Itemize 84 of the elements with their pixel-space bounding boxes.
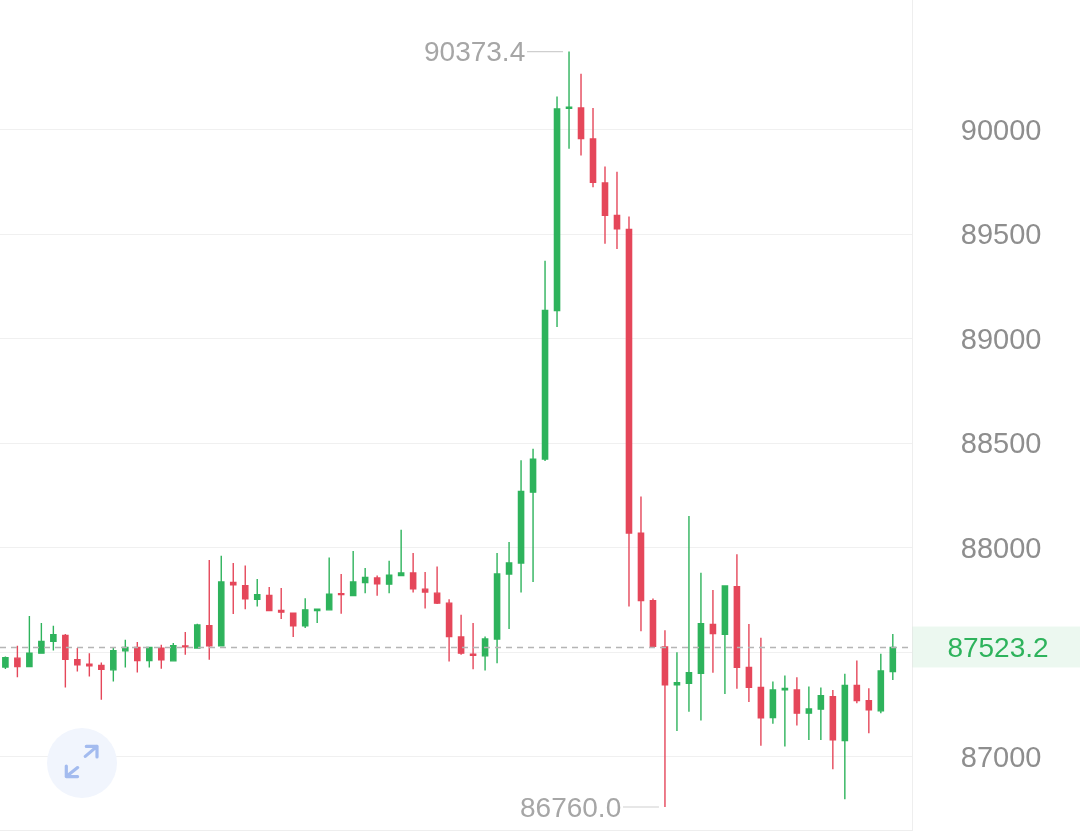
candlestick — [146, 646, 153, 669]
candlestick — [98, 661, 105, 701]
candlestick — [301, 597, 309, 629]
candlestick — [553, 95, 561, 328]
candlestick — [865, 687, 873, 734]
candlestick — [853, 659, 861, 704]
y-tick-label: 87000 — [960, 740, 1042, 773]
candlestick — [277, 587, 285, 620]
candlestick — [373, 574, 381, 597]
candlestick — [50, 625, 57, 652]
candlestick — [241, 564, 249, 610]
candlestick — [613, 171, 621, 250]
candlestick — [74, 647, 81, 673]
candlestick — [193, 623, 201, 650]
candlestick — [2, 655, 9, 670]
candlestick — [181, 631, 189, 656]
candlestick — [841, 673, 849, 800]
candlestick — [86, 652, 93, 678]
candlestick — [793, 676, 801, 727]
candlestick — [421, 571, 429, 610]
candlestick — [757, 636, 765, 747]
candlestick — [649, 597, 657, 648]
candlestick — [361, 567, 369, 594]
candlestick — [709, 589, 717, 674]
y-tick-label: 88000 — [960, 531, 1042, 564]
candlestick — [229, 562, 237, 615]
candlestick — [289, 611, 297, 638]
candlestick — [817, 686, 825, 741]
candlestick — [265, 586, 273, 612]
candlestick — [433, 565, 441, 605]
y-tick-label: 88500 — [960, 427, 1042, 460]
candlestick — [481, 635, 489, 672]
candlestick — [577, 73, 585, 157]
candlestick — [637, 495, 645, 632]
candlestick — [253, 578, 261, 608]
candlestick — [733, 553, 741, 690]
candlestick — [457, 614, 465, 656]
candlestick — [14, 645, 21, 678]
annotation: 86760.0 — [520, 792, 622, 823]
candlestick — [829, 689, 837, 770]
candlestick — [122, 639, 129, 669]
candlestick — [493, 552, 501, 664]
candlestick — [625, 215, 633, 608]
candlestick — [589, 107, 597, 189]
candlestick — [769, 680, 777, 725]
candlestick — [541, 260, 549, 462]
candlestick — [889, 633, 897, 681]
candlestick — [110, 646, 117, 683]
candlestick — [337, 573, 345, 615]
candlestick — [697, 572, 705, 722]
candlestick — [673, 651, 681, 732]
candlestick — [349, 550, 357, 597]
candlestick — [601, 165, 609, 245]
candlestick — [445, 598, 453, 663]
candlestick — [397, 529, 405, 577]
candlestick — [469, 622, 477, 670]
candlestick — [205, 559, 213, 661]
y-tick-label: 89500 — [960, 218, 1042, 251]
candlestick — [217, 555, 225, 647]
candlestick — [745, 623, 753, 703]
candlestick — [505, 541, 513, 630]
candlestick — [313, 608, 321, 624]
candlestick — [134, 641, 141, 674]
candlestick — [877, 653, 885, 714]
annotation: 90373.4 — [424, 36, 526, 67]
candlestick — [169, 642, 177, 662]
candlestick — [781, 674, 789, 748]
ref-line-label: 87523.2 — [947, 631, 1049, 663]
candlestick — [517, 459, 525, 594]
candlestick — [157, 644, 165, 670]
candlestick — [38, 622, 45, 655]
candlestick — [721, 584, 729, 695]
candlestick — [685, 515, 693, 713]
candlestick — [805, 685, 813, 741]
candlestick — [325, 556, 333, 612]
candlestick — [62, 633, 69, 689]
y-tick-label: 90000 — [960, 113, 1042, 146]
candlestick — [661, 629, 669, 808]
candlestick — [529, 447, 537, 583]
candlestick — [565, 50, 573, 150]
candlestick — [385, 560, 393, 594]
candlestick — [409, 552, 417, 594]
candlestick — [26, 615, 33, 668]
y-tick-label: 89000 — [960, 322, 1042, 355]
